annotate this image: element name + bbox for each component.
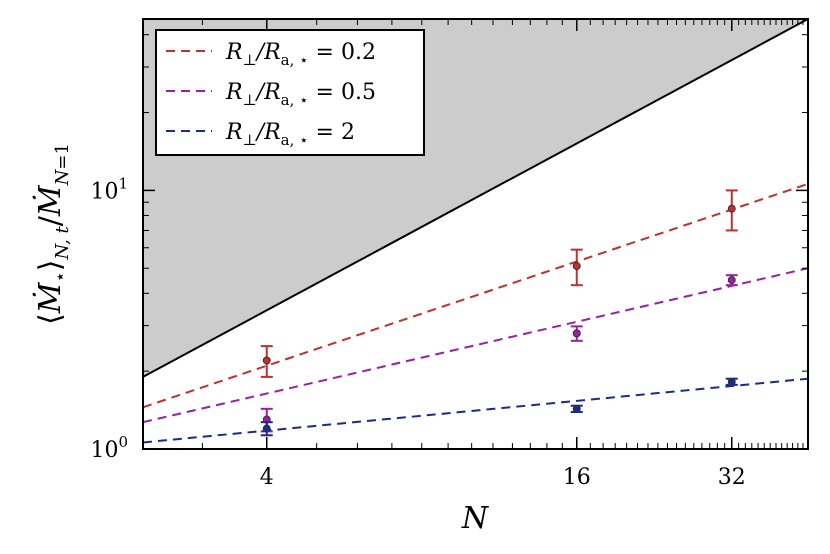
x-axis-label: N — [461, 501, 490, 536]
plot-frame — [142, 18, 809, 450]
data-point — [572, 404, 581, 413]
y-axis-label: ⟨Ṁ⋆⟩N, t/ṀN=1 — [32, 143, 73, 325]
data-point — [727, 204, 736, 213]
axes: 4 16 32 100 101 — [90, 18, 809, 490]
fit-line-1 — [143, 182, 808, 409]
fit-line-2 — [143, 267, 808, 424]
series-1 — [143, 182, 808, 409]
svg-text:⟨Ṁ⋆⟩N, t/ṀN=1: ⟨Ṁ⋆⟩N, t/ṀN=1 — [32, 143, 73, 325]
data-point — [572, 329, 581, 338]
data-point — [727, 377, 736, 386]
legend: R⊥/Ra, ⋆ = 0.2 R⊥/Ra, ⋆ = 0.5 R⊥/Ra, ⋆ = 2 — [155, 29, 425, 156]
data-point — [262, 356, 271, 365]
x-tick-label: 4 — [260, 465, 274, 490]
x-tick-label: 32 — [718, 465, 746, 490]
upper-bound-line — [143, 19, 808, 378]
legend-label-1: R⊥/Ra, ⋆ = 0.2 — [225, 40, 376, 69]
data-point — [727, 276, 736, 285]
x-tick-label: 16 — [563, 465, 591, 490]
series-3 — [143, 377, 808, 444]
legend-label-2: R⊥/Ra, ⋆ = 0.5 — [225, 80, 376, 109]
fit-line-3 — [143, 377, 808, 444]
y-tick-label: 101 — [90, 174, 128, 204]
data-point — [262, 424, 271, 433]
y-tick-label: 100 — [90, 433, 128, 463]
data-point — [572, 262, 581, 271]
legend-label-3: R⊥/Ra, ⋆ = 2 — [225, 120, 355, 149]
